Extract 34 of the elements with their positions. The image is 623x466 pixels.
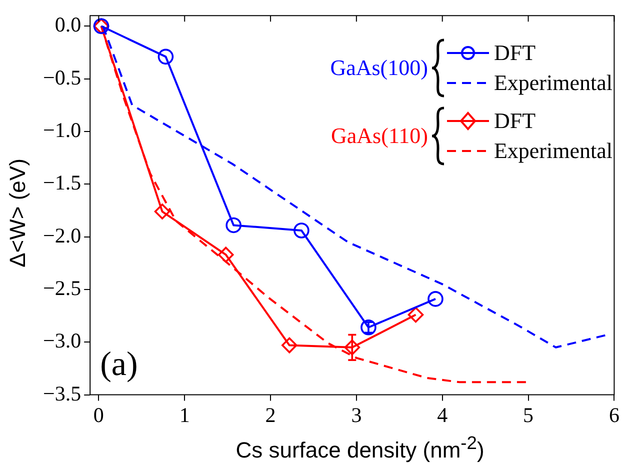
point — [282, 337, 298, 354]
point — [408, 306, 424, 323]
annotation: GaAs(100) — [330, 54, 428, 81]
x-tick-label: 1 — [179, 402, 190, 427]
x-tick-label: 4 — [437, 402, 448, 427]
y-tick-label: 0.0 — [54, 12, 82, 37]
y-axis-title: Δ<W> (eV) — [5, 158, 31, 270]
y-tick-label: −3.0 — [43, 328, 82, 353]
point — [344, 340, 360, 356]
annotation: GaAs(110) — [331, 122, 428, 149]
point — [218, 246, 234, 263]
point — [428, 291, 444, 307]
y-tick-label: −2.5 — [43, 276, 82, 300]
x-tick-label: 3 — [351, 402, 362, 427]
x-axis-title: Cs surface density (nm$^{-2}$) — [234, 432, 486, 464]
y-tick-label: −1.5 — [43, 170, 82, 195]
x-tick-label: 5 — [523, 402, 534, 427]
x-tick-label: 2 — [265, 402, 276, 427]
y-tick-label: −1.0 — [43, 118, 82, 142]
x-tick-label: 6 — [608, 402, 620, 427]
legend-label: DFT — [494, 40, 536, 66]
y-tick-label: −0.5 — [43, 65, 82, 90]
y-tick-label: −3.5 — [43, 381, 82, 406]
point — [360, 319, 376, 336]
point — [158, 48, 174, 65]
point — [294, 222, 310, 238]
point — [154, 204, 170, 220]
annotation: (a) — [100, 346, 138, 383]
point — [226, 217, 242, 234]
legend-label: Experimental — [494, 70, 612, 96]
x-tick-label: 0 — [93, 402, 104, 427]
y-tick-label: −2.0 — [43, 223, 82, 248]
legend-label: DFT — [494, 108, 536, 134]
legend-label: Experimental — [494, 138, 612, 164]
